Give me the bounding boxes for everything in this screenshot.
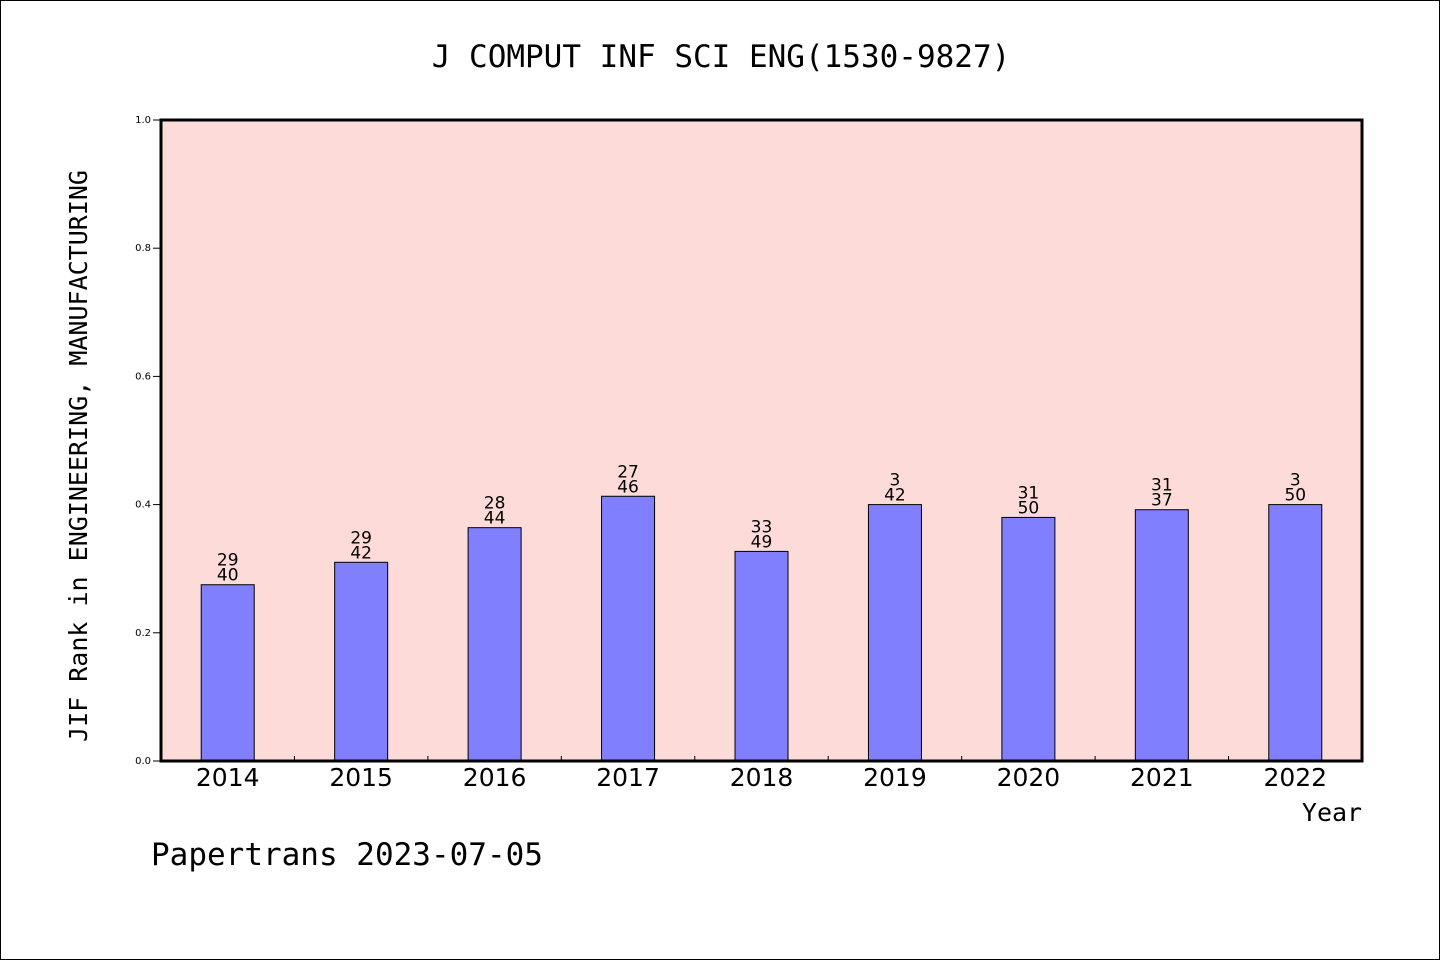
x-tick-label: 2017 (596, 763, 660, 792)
rank-label-top: 3 (1290, 471, 1301, 491)
y-axis-label: JIF Rank in ENGINEERING, MANUFACTURING (64, 170, 93, 742)
y-tick-label: 0.4 (135, 500, 151, 511)
y-tick-label: 0.2 (135, 628, 151, 639)
rank-label-top: 29 (217, 551, 239, 571)
bar-2019 (867, 504, 922, 762)
rank-label-bottom: 42 (884, 486, 906, 506)
rank-label-top: 31 (1151, 476, 1173, 496)
chart-title: J COMPUT INF SCI ENG(1530-9827) (432, 39, 1011, 75)
x-tick-label: 2014 (196, 763, 260, 792)
x-tick-label: 2015 (329, 763, 393, 792)
axis-ticks: 2014 2015 2016 2017 2018 2019 2020 2021 2022 0.0 0… (135, 115, 1327, 792)
bar-2015 (334, 561, 389, 762)
x-tick-label: 2021 (1130, 763, 1194, 792)
rank-label-bottom: 50 (1018, 498, 1040, 518)
x-tick-label: 2022 (1263, 763, 1327, 792)
x-tick-label: 2020 (997, 763, 1061, 792)
bar-2022 (1268, 504, 1323, 762)
bar-2017 (601, 495, 656, 762)
bar-2020 (1001, 516, 1056, 762)
x-tick-label: 2019 (863, 763, 927, 792)
footer-text: Papertrans 2023-07-05 (151, 837, 543, 873)
plot-border (159, 118, 1364, 763)
rank-label-bottom: 50 (1284, 486, 1306, 506)
rank-label-bottom: 44 (484, 509, 506, 529)
rank-label-top: 33 (751, 517, 773, 537)
rank-label-bottom: 42 (350, 543, 372, 563)
y-tick-label: 0.0 (135, 756, 151, 767)
x-tick-label: 2018 (730, 763, 794, 792)
rank-label-top: 27 (617, 462, 639, 482)
bar-2014 (200, 584, 255, 762)
bar-2018 (734, 550, 789, 762)
rank-label-top: 29 (350, 528, 372, 548)
y-tick-label: 0.6 (135, 371, 151, 382)
rank-label-top: 3 (890, 471, 901, 491)
rank-label-bottom: 40 (217, 566, 239, 586)
rank-label-bottom: 37 (1151, 491, 1173, 511)
y-tick-label: 1.0 (135, 115, 151, 126)
rank-label-top: 31 (1018, 483, 1040, 503)
rank-label-top: 28 (484, 494, 506, 514)
bar-2016 (467, 527, 522, 762)
rank-label-bottom: 46 (617, 477, 639, 497)
y-tick-label: 0.8 (135, 243, 151, 254)
rank-label-bottom: 49 (751, 532, 773, 552)
x-axis-label: Year (1302, 798, 1362, 827)
x-tick-label: 2016 (463, 763, 527, 792)
bar-2021 (1134, 509, 1189, 762)
